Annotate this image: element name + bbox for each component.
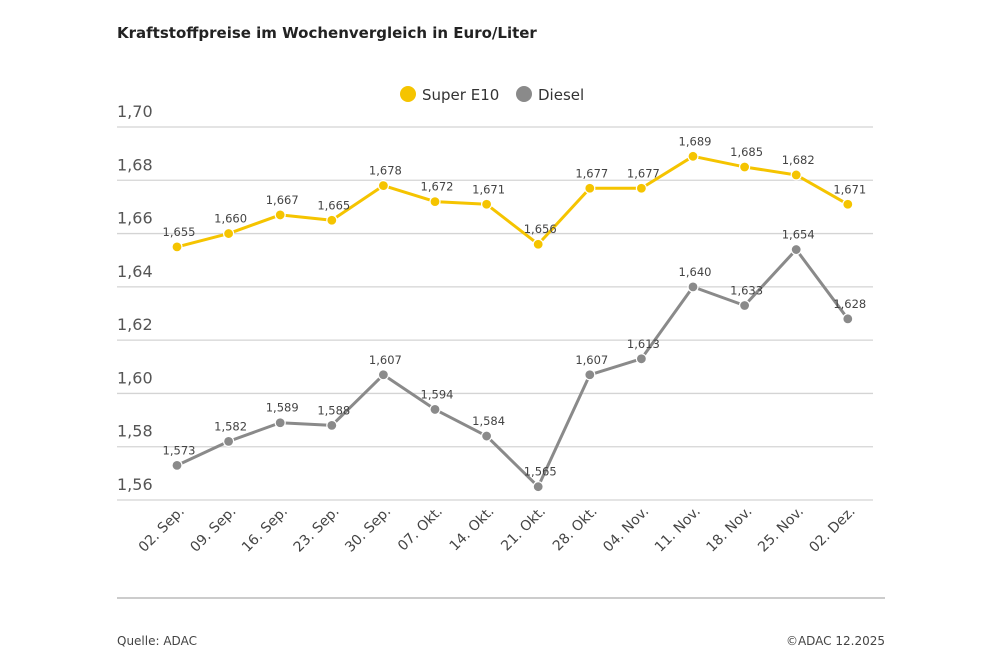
data-label: 1,677 <box>627 166 660 180</box>
data-point <box>429 403 441 416</box>
data-label: 1,682 <box>782 153 815 167</box>
y-tick-label: 1,70 <box>117 102 153 121</box>
data-point <box>738 299 751 312</box>
x-tick-label: 04. Nov. <box>600 504 652 556</box>
x-tick-label: 07. Okt. <box>395 504 446 555</box>
data-label: 1,689 <box>679 134 712 148</box>
data-point <box>171 241 183 253</box>
x-tick-label: 11. Nov. <box>652 504 704 556</box>
x-tick-label: 30. Sep. <box>342 504 394 556</box>
data-label: 1,607 <box>575 353 608 367</box>
data-point <box>687 150 699 162</box>
data-label: 1,677 <box>575 166 608 180</box>
y-tick-label: 1,60 <box>117 368 153 387</box>
data-label: 1,667 <box>266 193 299 207</box>
data-point <box>790 243 802 256</box>
x-tick-label: 21. Okt. <box>498 504 549 555</box>
x-tick-label: 25. Nov. <box>755 504 807 556</box>
data-label: 1,672 <box>421 180 454 194</box>
data-point <box>274 209 286 221</box>
data-point <box>326 214 338 226</box>
data-label: 1,665 <box>317 198 350 212</box>
legend-marker-0 <box>400 86 416 102</box>
data-point <box>171 459 183 471</box>
data-point <box>532 238 544 250</box>
data-label: 1,584 <box>472 414 505 428</box>
legend-label: Super E10 <box>422 86 499 104</box>
data-label: 1,613 <box>627 337 660 351</box>
x-tick-label: 14. Okt. <box>447 504 498 555</box>
data-label: 1,589 <box>266 401 299 415</box>
x-tick-label: 23. Sep. <box>291 504 343 556</box>
data-point <box>635 182 648 194</box>
x-tick-label: 02. Dez. <box>806 504 858 556</box>
series-line-diesel <box>176 248 850 489</box>
y-tick-label: 1,56 <box>117 475 153 494</box>
data-point <box>584 182 596 194</box>
data-point <box>377 369 389 381</box>
source-note: Quelle: ADAC <box>117 634 197 648</box>
data-point <box>326 419 338 431</box>
data-label: 1,685 <box>730 145 763 159</box>
data-point <box>687 281 699 293</box>
data-point <box>481 198 493 210</box>
copyright-note: ©ADAC 12.2025 <box>785 634 885 648</box>
x-tick-label: 09. Sep. <box>187 504 239 556</box>
series-line-super-e10 <box>176 154 849 249</box>
y-tick-label: 1,62 <box>117 315 153 334</box>
data-point <box>842 198 854 210</box>
data-label: 1,640 <box>679 265 712 279</box>
data-point <box>429 196 441 208</box>
data-label: 1,607 <box>369 353 402 367</box>
data-point <box>223 227 235 240</box>
data-label: 1,660 <box>214 212 247 226</box>
data-point <box>223 435 235 447</box>
data-point <box>481 430 493 442</box>
data-label: 1,588 <box>317 403 350 417</box>
data-label: 1,654 <box>782 228 815 242</box>
data-label: 1,565 <box>524 465 557 479</box>
data-point <box>584 369 596 381</box>
data-point <box>635 353 648 365</box>
legend-marker-1 <box>516 86 532 102</box>
x-tick-label: 18. Nov. <box>704 504 756 556</box>
data-point <box>377 180 389 192</box>
data-label: 1,656 <box>524 222 557 236</box>
data-label: 1,671 <box>472 182 505 196</box>
legend-label: Diesel <box>538 86 584 104</box>
data-point <box>738 161 751 173</box>
y-tick-label: 1,64 <box>117 262 153 281</box>
chart-title: Kraftstoffpreise im Wochenvergleich in E… <box>117 24 537 42</box>
data-label: 1,594 <box>421 387 454 401</box>
data-label: 1,655 <box>163 225 196 239</box>
data-point <box>532 481 544 493</box>
x-tick-label: 16. Sep. <box>239 504 291 556</box>
y-tick-label: 1,58 <box>117 422 153 441</box>
data-point <box>274 417 286 429</box>
data-label: 1,573 <box>163 443 196 457</box>
y-tick-label: 1,68 <box>117 155 153 174</box>
data-point <box>790 169 802 181</box>
y-tick-label: 1,66 <box>117 209 153 228</box>
data-label: 1,582 <box>214 419 247 433</box>
data-label: 1,678 <box>369 164 402 178</box>
data-label: 1,628 <box>833 297 866 311</box>
x-tick-label: 28. Okt. <box>550 504 601 555</box>
x-tick-label: 02. Sep. <box>136 504 188 556</box>
data-point <box>842 313 854 325</box>
data-label: 1,671 <box>833 182 866 196</box>
data-label: 1,633 <box>730 284 763 298</box>
